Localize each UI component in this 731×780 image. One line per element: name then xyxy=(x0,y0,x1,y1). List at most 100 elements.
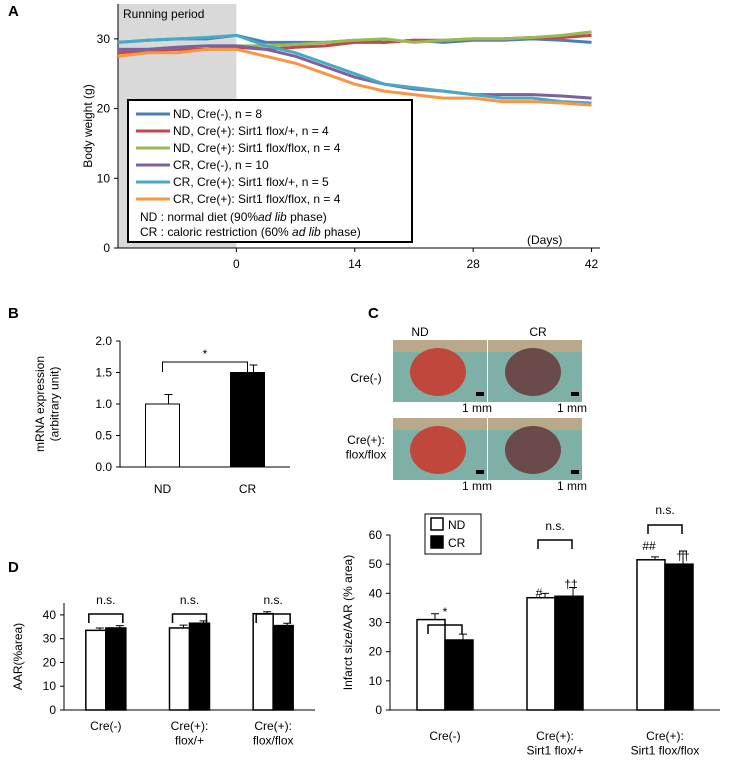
bar xyxy=(272,624,294,711)
x-tick-label: Cre(+): Sirt1 flox/+ xyxy=(526,729,583,757)
legend-swatch xyxy=(430,535,444,549)
bar xyxy=(188,622,211,711)
photo-ruler xyxy=(488,340,582,352)
y-tick-label: 2.0 xyxy=(95,334,112,348)
series-line xyxy=(118,44,592,100)
y-tick-label: 0.0 xyxy=(95,460,112,474)
panel-label: A xyxy=(8,3,19,20)
legend-label: CR, Cre(-), n = 10 xyxy=(173,158,269,172)
error-bar xyxy=(115,625,124,628)
annotation: # xyxy=(536,586,543,600)
annotation: n.s. xyxy=(545,519,564,533)
note-part: phase) xyxy=(321,225,361,239)
text-line: mRNA expression xyxy=(33,356,47,452)
text-line: Cre(+): xyxy=(171,719,209,733)
significance-bracket xyxy=(537,539,573,549)
x-tick-label: Cre(+): flox/+ xyxy=(171,719,209,747)
text-line: Sirt1 flox/flox xyxy=(631,743,700,757)
series-line xyxy=(117,47,592,107)
bar xyxy=(168,627,191,711)
y-tick-label: 10 xyxy=(97,171,111,185)
text-line: flox/+ xyxy=(175,733,204,747)
y-tick-label: 60 xyxy=(369,528,383,542)
text-line: Cre(+): xyxy=(254,719,292,733)
series-line xyxy=(117,33,592,105)
column-label: CR xyxy=(529,325,547,339)
legend-label: CR, Cre(+): Sirt1 flox/+, n = 5 xyxy=(173,175,329,189)
y-axis-title: AAR(%area) xyxy=(11,623,25,690)
y-axis-title: mRNA expression(arbitrary unit) xyxy=(33,356,61,452)
text-line: Cre(+): xyxy=(646,729,684,743)
error-bar xyxy=(651,556,659,560)
text-line: flox/flox xyxy=(253,733,294,747)
bar xyxy=(252,612,274,711)
significance-bracket xyxy=(647,524,683,534)
annotation: * xyxy=(443,605,448,619)
annotation: ## xyxy=(642,539,656,553)
row-label: Cre(-) xyxy=(350,371,381,385)
y-tick-label: 0 xyxy=(49,703,56,717)
significance-bracket xyxy=(171,613,208,623)
bar xyxy=(554,595,584,711)
bar xyxy=(664,563,694,711)
y-tick-label: 10 xyxy=(43,679,57,693)
text-line: Cre(+): xyxy=(347,433,385,447)
annotation: * xyxy=(203,347,208,361)
note-part: phase) xyxy=(287,210,327,224)
x-tick-label: Cre(+): flox/flox xyxy=(253,719,294,747)
x-tick-label: Cre(-) xyxy=(90,719,121,733)
x-axis-title: (Days) xyxy=(527,233,562,247)
note: ND : normal diet (90%ad lib phase) xyxy=(140,210,327,224)
bar xyxy=(416,618,446,711)
note: CR : caloric restriction (60% ad lib pha… xyxy=(140,225,361,239)
x-tick-label: 28 xyxy=(466,257,480,271)
x-tick-label: 14 xyxy=(348,257,362,271)
bar xyxy=(636,559,666,711)
x-tick-label: ND xyxy=(154,482,172,496)
error-bar xyxy=(541,592,549,598)
text-line: Cre(+): xyxy=(536,729,574,743)
y-tick-label: 1.0 xyxy=(95,397,112,411)
x-tick-label: CR xyxy=(239,482,257,496)
x-tick-label: Cre(+): Sirt1 flox/flox xyxy=(631,729,700,757)
error-bar xyxy=(283,622,292,626)
panel-label: C xyxy=(368,305,379,322)
note-part: ND : normal diet (90% xyxy=(140,210,258,224)
annotation: n.s. xyxy=(180,593,199,607)
y-axis-title: Body weight (g) xyxy=(81,84,95,167)
y-tick-label: 40 xyxy=(43,608,57,622)
legend-box xyxy=(127,99,413,243)
annotation: n.s. xyxy=(263,593,282,607)
panel-label: B xyxy=(8,305,19,322)
photo-tissue xyxy=(410,426,466,474)
column-label: ND xyxy=(411,325,429,339)
scale-label: 1 mm xyxy=(557,479,587,493)
bar xyxy=(85,629,107,711)
legend-swatch xyxy=(430,517,444,531)
photo-tissue xyxy=(410,348,466,396)
scale-label: 1 mm xyxy=(557,401,587,415)
annotation: †† xyxy=(564,577,577,591)
error-bar xyxy=(95,627,104,631)
error-bar xyxy=(459,633,467,640)
error-bar xyxy=(431,613,439,620)
y-tick-label: 30 xyxy=(97,32,111,46)
y-tick-label: 0.5 xyxy=(95,429,112,443)
x-tick-label: Cre(-) xyxy=(429,729,460,743)
legend-label: ND, Cre(+): Sirt1 flox/flox, n = 4 xyxy=(173,141,341,155)
legend-label: ND xyxy=(448,518,466,532)
note-part: ad lib xyxy=(292,225,321,239)
legend-label: ND, Cre(+): Sirt1 flox/+, n = 4 xyxy=(173,124,329,138)
scale-bar xyxy=(571,392,579,396)
note-part: CR : caloric restriction (60% xyxy=(140,225,292,239)
x-tick-label: 42 xyxy=(585,257,599,271)
annotation: n.s. xyxy=(96,593,115,607)
error-bar xyxy=(249,364,258,373)
row-label: Cre(+): flox/flox xyxy=(346,433,387,461)
text-line: Sirt1 flox/+ xyxy=(526,743,583,757)
error-bar xyxy=(679,550,687,565)
scale-bar xyxy=(476,470,484,474)
y-tick-label: 1.5 xyxy=(95,366,112,380)
legend-label: CR xyxy=(448,536,466,550)
